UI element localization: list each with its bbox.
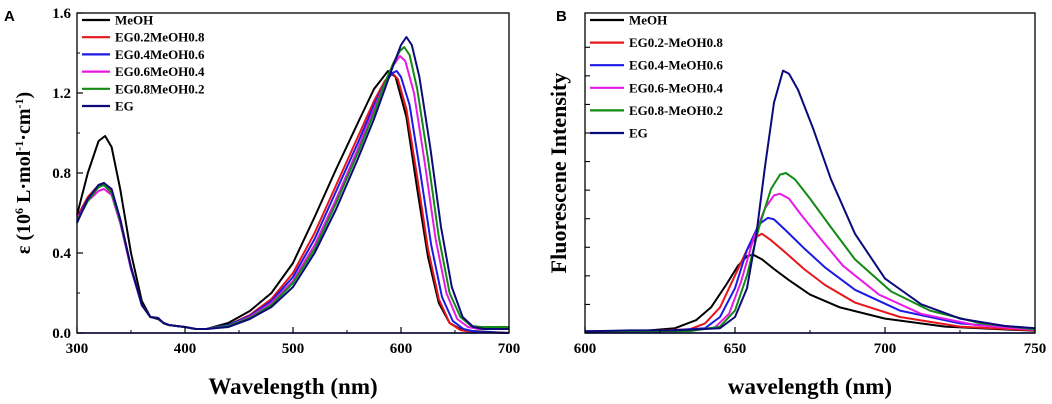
panel-a-legend-label: MeOH bbox=[115, 13, 153, 28]
panel-b-letter: B bbox=[556, 8, 567, 25]
panel-a-series-1-line bbox=[76, 72, 510, 334]
panel-b-legend-label: EG0.2-MeOH0.8 bbox=[629, 35, 723, 50]
panel-a-y-tick-label: 0.0 bbox=[52, 326, 71, 342]
panel-a-legend-label: EG0.8MeOH0.2 bbox=[115, 81, 205, 96]
panel-a-series-2-line bbox=[76, 70, 510, 334]
panel-a-ticks: 300 400 500 600 700 0.0 0.4 0.8 1.2 1.6 bbox=[52, 6, 520, 357]
panel-b-legend-label: MeOH bbox=[629, 13, 667, 28]
panel-b-series-5-line bbox=[584, 69, 1036, 333]
panel-b-series-2-line bbox=[584, 216, 1036, 333]
panel-a-legend: MeOH EG0.2MeOH0.8 EG0.4MeOH0.6 EG0.6MeOH0.4… bbox=[82, 13, 205, 114]
panel-a-legend-label: EG0.4MeOH0.6 bbox=[115, 47, 205, 62]
panel-a: A 300 400 500 600 700 0.0 0.4 0.8 1.2 1.6 MeOH EG0… bbox=[4, 6, 520, 399]
panel-a-legend-label: EG0.2MeOH0.8 bbox=[115, 30, 205, 45]
panel-a-y-tick-label: 0.8 bbox=[52, 166, 71, 182]
panel-a-x-tick-label: 300 bbox=[66, 341, 89, 357]
panel-a-x-axis-title: Wavelength (nm) bbox=[208, 374, 377, 399]
panel-b-x-tick-label: 600 bbox=[574, 341, 597, 357]
panel-b-y-axis-title: Fluorescene Intensity bbox=[546, 73, 571, 274]
panel-b-x-axis-title: wavelength (nm) bbox=[728, 374, 892, 399]
panel-b-series-3-line bbox=[584, 192, 1036, 333]
panel-b-series-1-line bbox=[584, 232, 1036, 333]
panel-b-legend-label: EG0.8-MeOH0.2 bbox=[629, 103, 723, 118]
panel-a-y-axis-title: ε (106 L·mol-1·cm-1) bbox=[12, 92, 35, 254]
panel-a-y-tick-label: 1.6 bbox=[52, 6, 71, 22]
panel-a-letter: A bbox=[4, 8, 15, 25]
panel-b-x-tick-label: 650 bbox=[724, 341, 747, 357]
panel-b: B 600 650 700 750 MeOH EG0.2-MeOH0.8 EG0.4-Me… bbox=[546, 8, 1046, 399]
panel-a-series-0-line bbox=[76, 70, 510, 334]
panel-a-series bbox=[76, 36, 510, 334]
panel-a-legend-label: EG bbox=[115, 99, 134, 114]
panel-b-series-4-line bbox=[584, 172, 1036, 333]
panel-a-y-tick-label: 0.4 bbox=[52, 246, 71, 262]
panel-a-x-tick-label: 600 bbox=[390, 341, 413, 357]
panel-b-x-tick-label: 700 bbox=[874, 341, 897, 357]
panel-b-legend-label: EG0.4-MeOH0.6 bbox=[629, 58, 723, 73]
panel-a-y-tick-label: 1.2 bbox=[52, 86, 71, 102]
panel-b-legend-label: EG bbox=[629, 126, 648, 141]
panel-a-legend-label: EG0.6MeOH0.4 bbox=[115, 64, 205, 79]
panel-a-x-tick-label: 500 bbox=[282, 341, 305, 357]
panel-b-ticks: 600 650 700 750 bbox=[574, 46, 1047, 357]
panel-a-series-5-line bbox=[76, 36, 509, 330]
panel-b-x-tick-label: 750 bbox=[1024, 341, 1047, 357]
panel-a-x-tick-label: 700 bbox=[498, 341, 521, 357]
panel-b-legend: MeOH EG0.2-MeOH0.8 EG0.4-MeOH0.6 EG0.6-MeOH… bbox=[590, 13, 723, 141]
panel-a-x-tick-label: 400 bbox=[174, 341, 197, 357]
panel-b-legend-label: EG0.6-MeOH0.4 bbox=[629, 80, 723, 95]
